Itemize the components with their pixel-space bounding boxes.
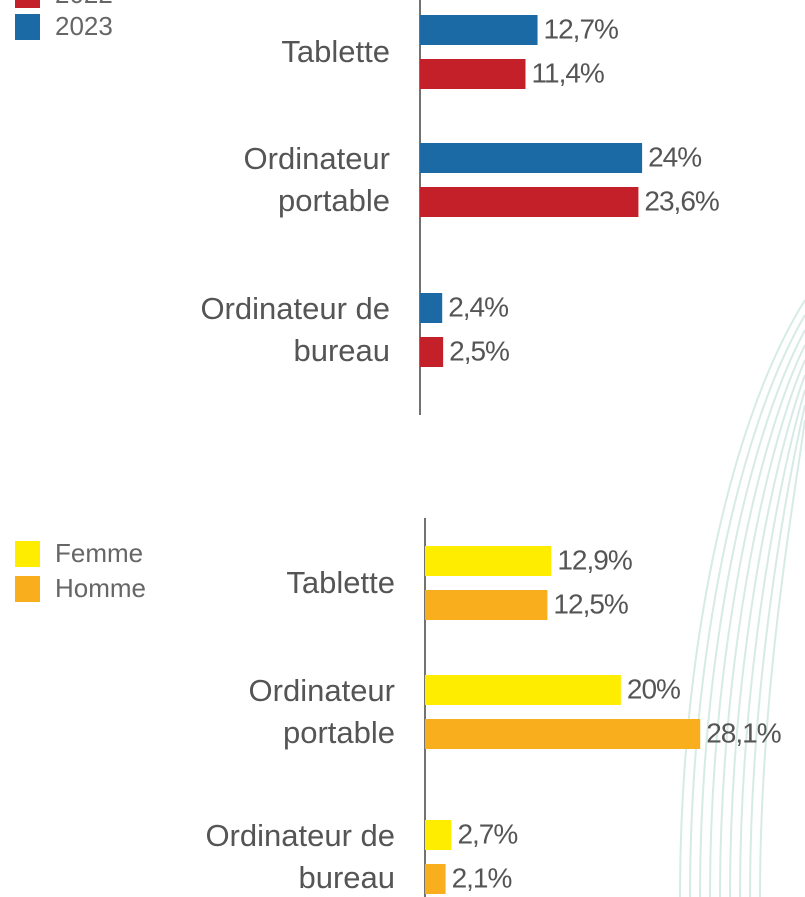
legend-label: 2023 xyxy=(55,11,113,41)
category-label: Ordinateur de bureau xyxy=(205,818,395,895)
category-label-box: Tablette xyxy=(286,565,395,600)
category-label: Ordinateur portable xyxy=(248,673,395,750)
value-label: 11,4% xyxy=(532,57,604,88)
bar xyxy=(420,187,639,217)
category-label-box: Ordinateur portable xyxy=(248,673,395,750)
legend-label: 2022 xyxy=(55,0,113,9)
value-label: 2,7% xyxy=(457,818,517,849)
value-label: 23,6% xyxy=(644,185,718,216)
bar xyxy=(420,15,538,45)
value-label: 12,7% xyxy=(544,13,618,44)
category-label-box: Ordinateur de bureau xyxy=(205,818,395,895)
decoration xyxy=(679,299,805,897)
legend-swatch xyxy=(15,14,40,40)
bar xyxy=(425,590,548,620)
legend-label: Femme xyxy=(55,538,143,568)
bar xyxy=(420,59,526,89)
category-label-box: Ordinateur portable xyxy=(243,141,390,218)
category-label-box: Ordinateur de bureau xyxy=(200,291,390,368)
value-label: 20% xyxy=(627,673,680,704)
value-label: 2,1% xyxy=(452,862,512,893)
bar xyxy=(425,719,701,749)
bar xyxy=(420,293,443,323)
legend-swatch xyxy=(15,0,40,8)
category-label: Ordinateur de bureau xyxy=(200,291,390,368)
bar xyxy=(425,864,446,894)
legend-swatch xyxy=(15,541,40,567)
bar xyxy=(425,675,621,705)
category-label: Tablette xyxy=(281,34,390,69)
bar xyxy=(420,337,444,367)
value-label: 28,1% xyxy=(706,717,780,748)
legend-label: Homme xyxy=(55,573,146,603)
value-label: 2,4% xyxy=(448,291,508,322)
value-label: 12,5% xyxy=(553,588,627,619)
bar xyxy=(425,820,452,850)
legend-swatch xyxy=(15,576,40,602)
bar xyxy=(420,143,643,173)
category-label: Tablette xyxy=(286,565,395,600)
value-label: 12,9% xyxy=(557,544,631,575)
category-label: Ordinateur portable xyxy=(243,141,390,218)
bar xyxy=(425,546,552,576)
value-label: 24% xyxy=(648,141,701,172)
category-label-box: Tablette xyxy=(281,34,390,69)
value-label: 2,5% xyxy=(449,335,509,366)
